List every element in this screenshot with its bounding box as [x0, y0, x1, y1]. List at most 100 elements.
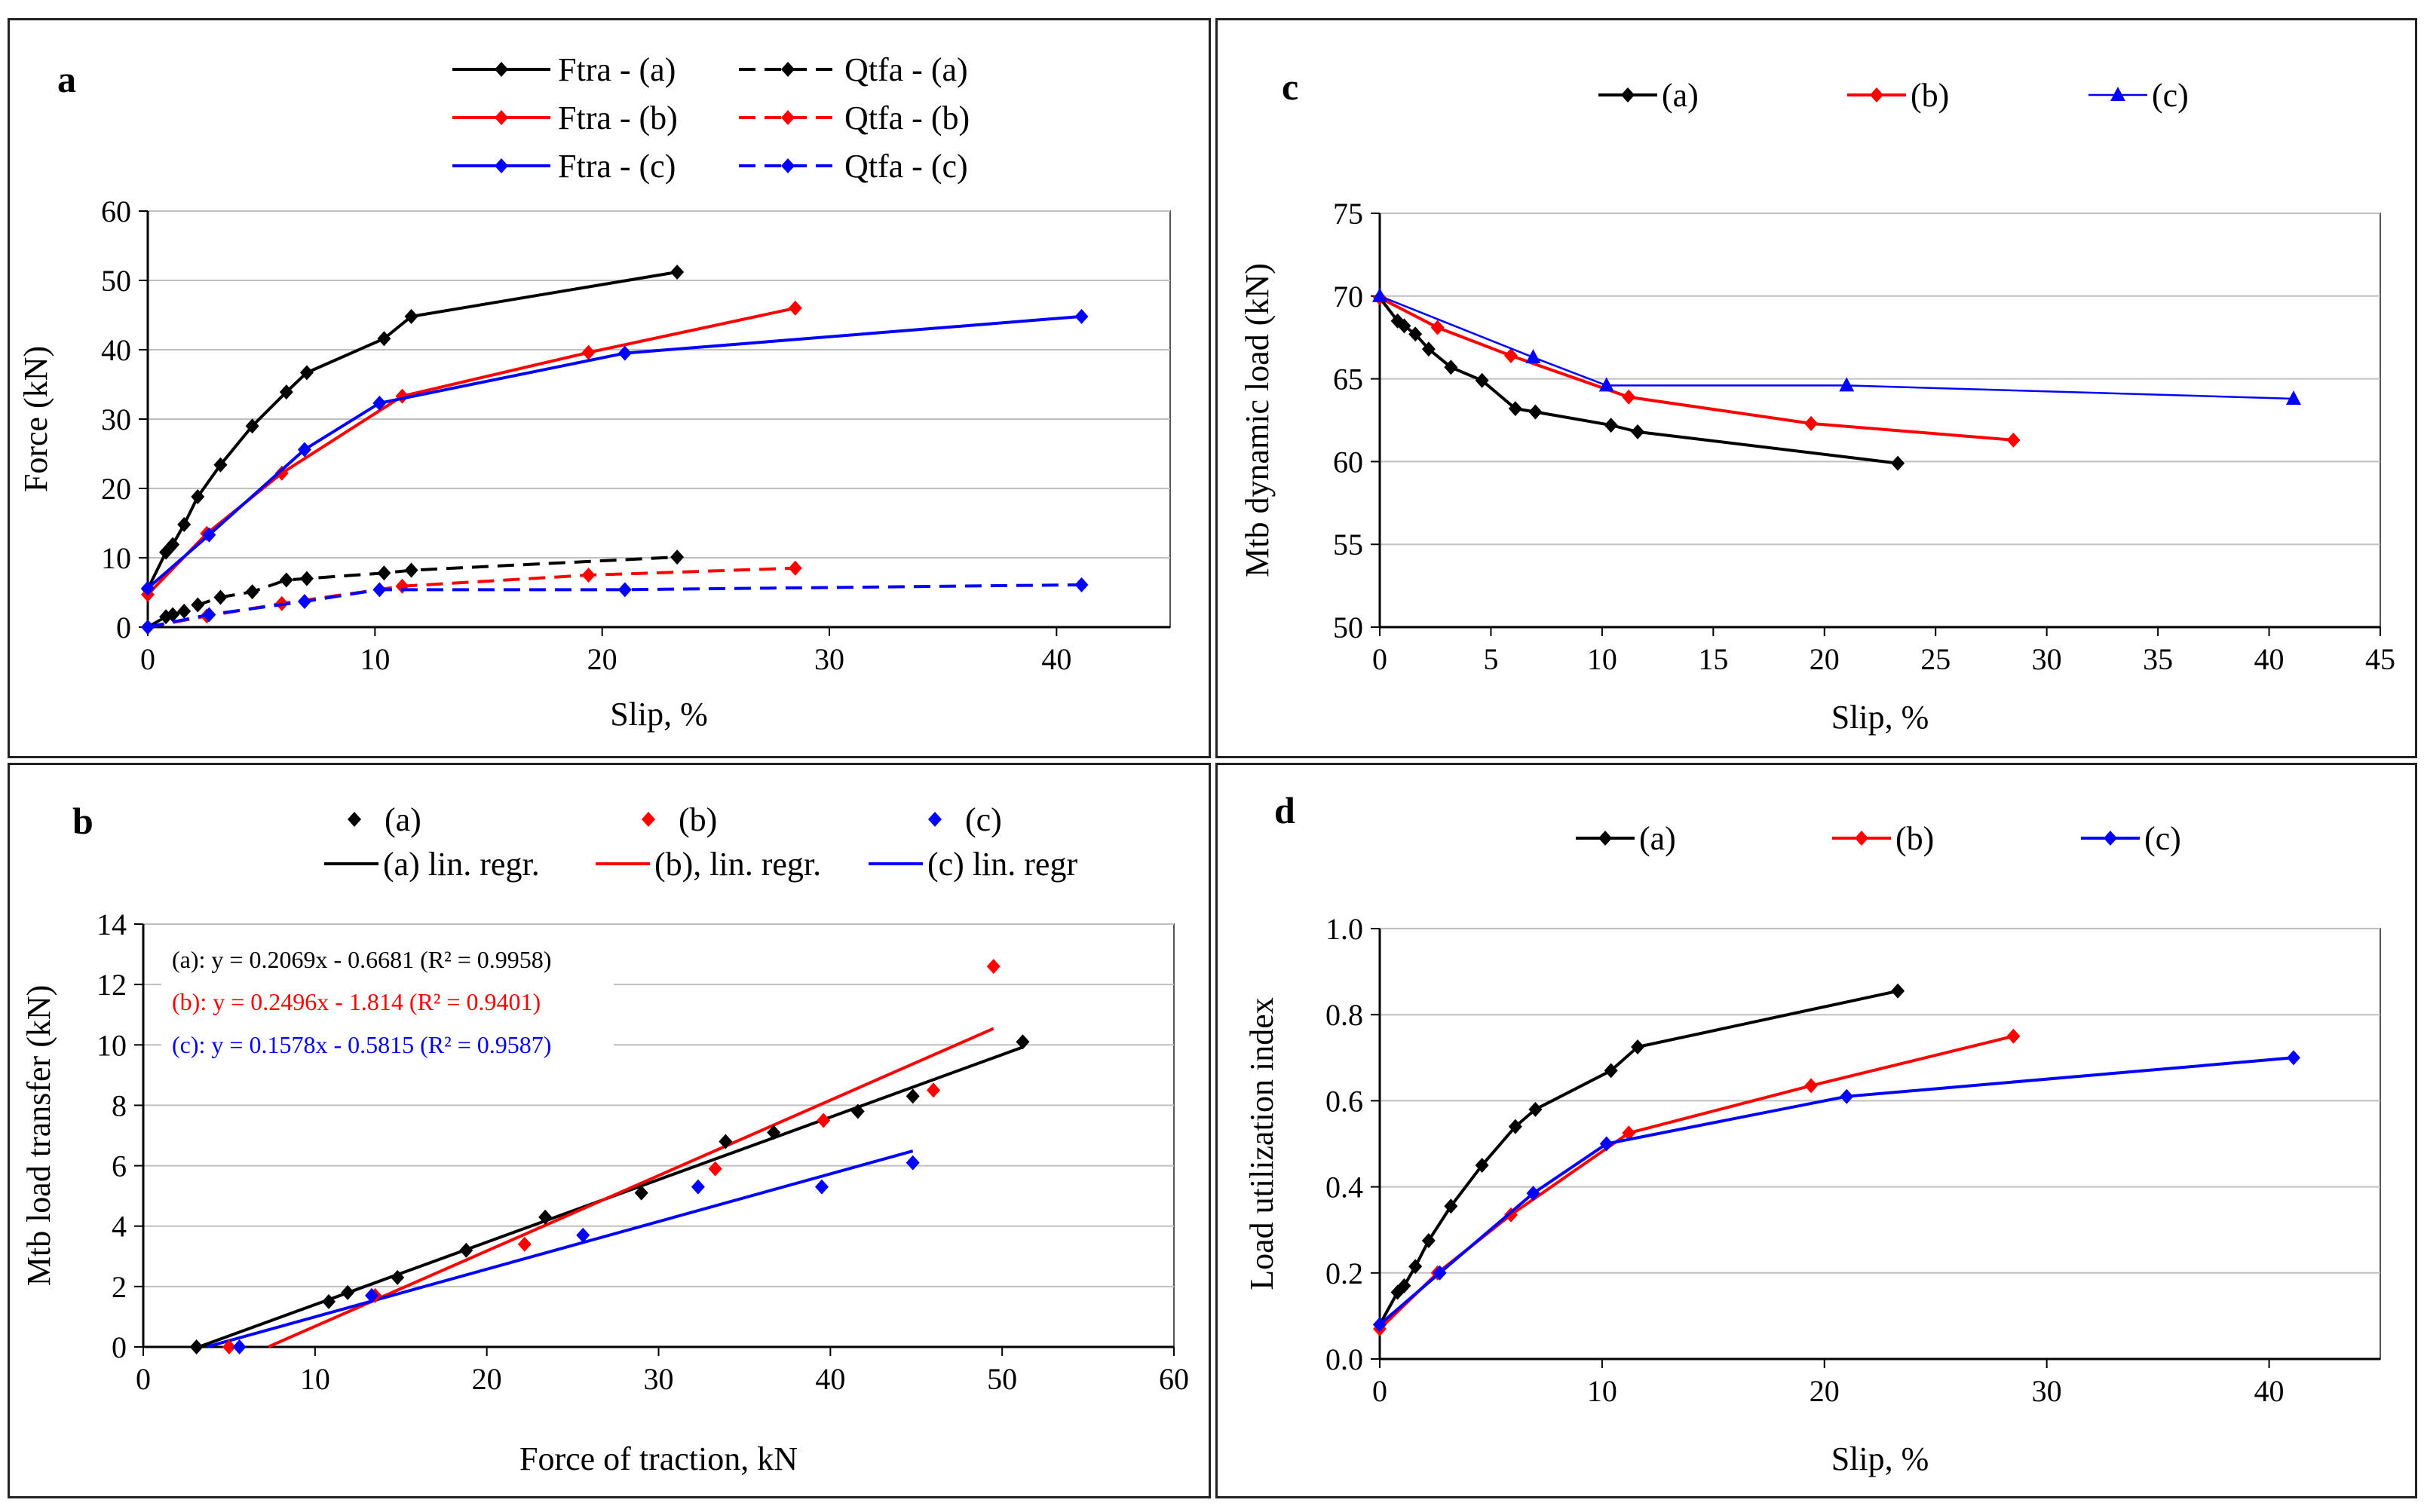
- series-line: [1378, 1056, 2294, 1326]
- data-point: [177, 603, 192, 619]
- data-point: [1433, 1265, 1447, 1281]
- x-tick-label: 10: [300, 1362, 330, 1396]
- y-tick-label: 10: [101, 541, 131, 575]
- x-axis-label: Slip, %: [1831, 699, 1929, 736]
- data-point: [1074, 577, 1089, 592]
- data-point: [299, 365, 314, 381]
- x-tick-label: 0: [140, 642, 155, 676]
- data-point: [767, 1125, 781, 1140]
- y-tick-label: 0.6: [1325, 1084, 1363, 1118]
- data-point: [576, 1227, 590, 1243]
- legend-label: (a): [385, 801, 421, 838]
- y-tick-label: 4: [112, 1210, 127, 1244]
- data-point: [141, 620, 155, 635]
- series-a-5: [141, 577, 1089, 635]
- legend-label: (b): [1895, 820, 1934, 857]
- legend-label: Qtfa - (b): [844, 99, 970, 136]
- x-tick-label: 40: [2254, 1374, 2285, 1408]
- x-tick-label: 60: [1159, 1362, 1189, 1396]
- legend-marker: [348, 812, 361, 827]
- data-point: [1408, 1259, 1423, 1275]
- y-tick-label: 55: [1333, 528, 1363, 562]
- data-point: [708, 1161, 722, 1177]
- legend-marker: [1870, 87, 1883, 103]
- data-point: [1475, 1158, 1489, 1174]
- data-point: [372, 395, 387, 411]
- y-tick-label: 0.4: [1325, 1171, 1363, 1204]
- data-point: [670, 264, 685, 280]
- regression-line: [268, 1027, 994, 1348]
- data-point: [299, 571, 314, 586]
- data-point: [1503, 347, 1518, 363]
- y-tick-label: 0: [112, 1330, 127, 1364]
- data-point: [1622, 389, 1636, 405]
- series-b-0: [189, 1034, 1030, 1354]
- data-point: [1604, 1063, 1618, 1079]
- y-tick-label: 2: [112, 1270, 127, 1304]
- data-point: [517, 1236, 532, 1252]
- data-point: [191, 489, 205, 505]
- data-point: [1631, 1039, 1645, 1055]
- data-point: [222, 1339, 236, 1354]
- data-point: [1631, 424, 1645, 439]
- data-point: [1397, 1278, 1411, 1293]
- data-point: [1525, 349, 1541, 364]
- data-point: [404, 562, 418, 578]
- data-point: [232, 1339, 247, 1354]
- data-point: [2286, 1050, 2300, 1066]
- data-point: [1373, 1317, 1387, 1333]
- data-point: [1528, 404, 1543, 420]
- legend-marker: [2104, 831, 2117, 846]
- data-point: [1804, 1078, 1819, 1094]
- legend-label: (b): [1911, 77, 1949, 114]
- data-point: [1891, 983, 1905, 999]
- y-tick-label: 0.2: [1325, 1256, 1363, 1290]
- x-tick-label: 25: [1920, 642, 1951, 676]
- legend-label: (b): [679, 801, 717, 838]
- y-tick-label: 75: [1333, 197, 1363, 231]
- data-point: [1430, 320, 1445, 335]
- y-tick-label: 60: [101, 194, 131, 228]
- data-point: [213, 457, 228, 473]
- data-point: [1840, 1088, 1854, 1104]
- data-point: [279, 572, 293, 588]
- x-tick-label: 45: [2365, 642, 2395, 676]
- y-tick-label: 1.0: [1325, 912, 1363, 946]
- x-tick-label: 0: [1372, 1374, 1387, 1408]
- data-point: [166, 537, 180, 552]
- legend-label: Ftra - (c): [558, 148, 676, 185]
- series-line: [1379, 296, 2014, 442]
- legend-label: (c) lin. regr: [927, 846, 1077, 883]
- data-point: [141, 580, 155, 596]
- x-tick-label: 15: [1698, 642, 1728, 676]
- y-tick-label: 40: [101, 333, 131, 367]
- y-tick-label: 70: [1333, 280, 1363, 314]
- data-point: [719, 1134, 733, 1149]
- data-point: [297, 593, 311, 609]
- y-axis-label: Mtb dynamic load (kN): [1239, 263, 1276, 577]
- x-tick-label: 30: [2032, 1374, 2062, 1408]
- x-axis-label: Slip, %: [1831, 1440, 1929, 1477]
- regression-equation: (c): y = 0.1578x - 0.5815 (R² = 0.9587): [172, 1031, 551, 1058]
- legend-marker: [1855, 831, 1868, 846]
- legend-label: Ftra - (a): [558, 51, 676, 88]
- x-tick-label: 5: [1483, 642, 1498, 676]
- data-point: [1528, 1101, 1543, 1117]
- data-point: [1372, 287, 1387, 302]
- data-point: [341, 1284, 355, 1300]
- legend-marker: [495, 62, 508, 77]
- plot-area: [1379, 213, 2381, 628]
- x-tick-label: 0: [1372, 642, 1387, 676]
- y-tick-label: 30: [101, 402, 131, 436]
- data-point: [166, 607, 180, 623]
- data-point: [906, 1088, 920, 1104]
- data-point: [1804, 415, 1819, 431]
- legend-marker: [781, 158, 795, 173]
- data-point: [850, 1103, 865, 1119]
- data-point: [1421, 341, 1436, 357]
- data-point: [617, 582, 632, 598]
- data-point: [670, 549, 685, 565]
- panel-label: c: [1282, 66, 1298, 108]
- data-point: [365, 1287, 379, 1303]
- x-tick-label: 10: [360, 642, 390, 676]
